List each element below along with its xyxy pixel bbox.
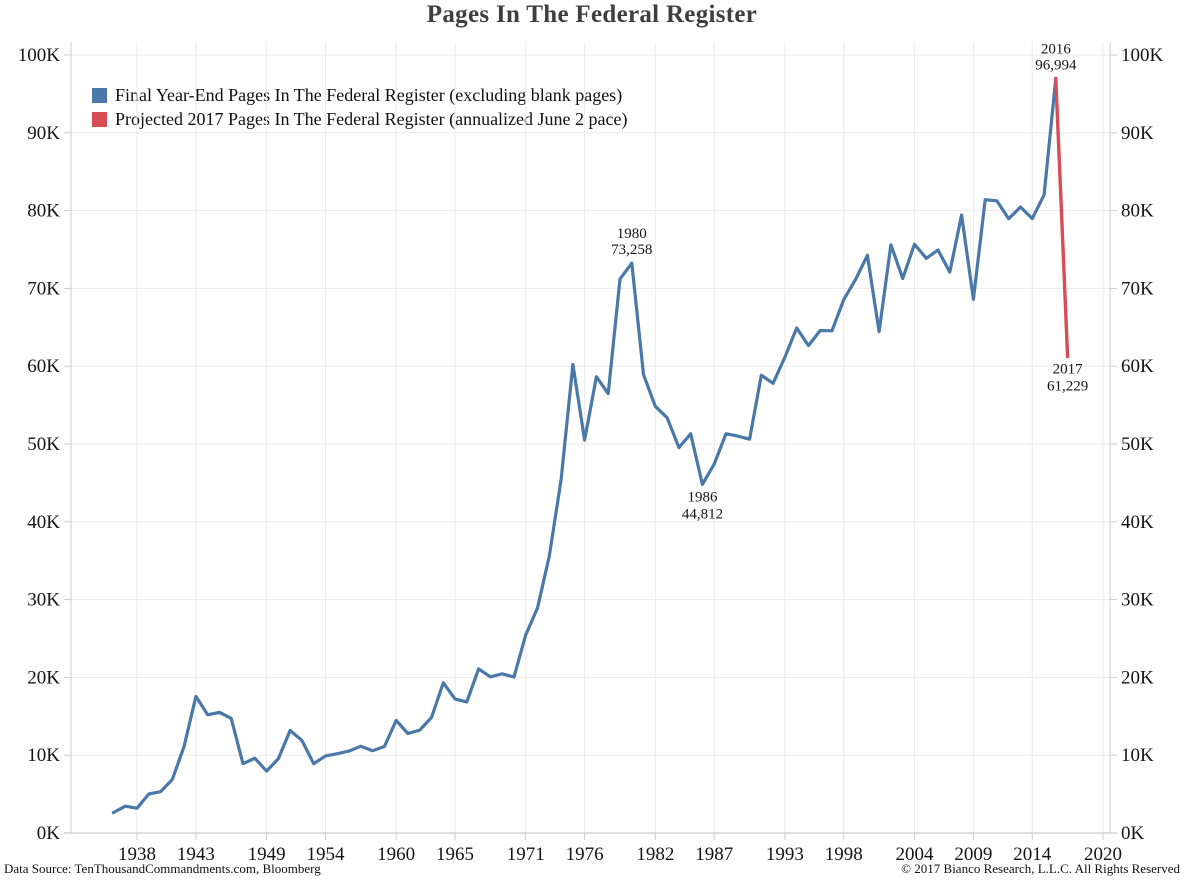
- annotation-year-1986: 1986: [687, 489, 718, 505]
- x-axis-label: 2020: [1084, 844, 1122, 865]
- legend-swatch-projected-icon: [92, 111, 107, 127]
- y-axis-label-right: 60K: [1121, 356, 1154, 377]
- y-axis-label-left: 0K: [37, 823, 61, 844]
- copyright-note: © 2017 Bianco Research, L.L.C. All Right…: [901, 861, 1180, 876]
- y-axis-label-left: 80K: [27, 201, 60, 222]
- y-axis-label-right: 70K: [1121, 278, 1154, 299]
- y-axis-label-left: 70K: [27, 278, 60, 299]
- y-axis-label-right: 40K: [1121, 512, 1154, 533]
- x-axis-label: 2009: [954, 844, 992, 865]
- y-axis-label-right: 90K: [1121, 123, 1154, 144]
- y-axis-label-left: 20K: [27, 667, 60, 688]
- series-line-projected: [1054, 76, 1070, 359]
- y-axis-label-left: 60K: [27, 356, 60, 377]
- legend-label-projected: Projected 2017 Pages In The Federal Regi…: [115, 109, 628, 129]
- x-axis-label: 1982: [636, 844, 674, 865]
- y-axis-label-right: 10K: [1121, 745, 1154, 766]
- annotation-value-1980: 73,258: [611, 242, 652, 258]
- x-axis-label: 1949: [248, 844, 286, 865]
- data-source-note: Data Source: TenThousandCommandments.com…: [4, 861, 321, 876]
- legend-item-final: Final Year-End Pages In The Federal Regi…: [92, 85, 628, 105]
- series-line-final: [111, 76, 1058, 815]
- x-axis-label: 1960: [377, 844, 415, 865]
- legend-swatch-final-icon: [92, 87, 107, 103]
- annotation-value-2017: 61,229: [1047, 379, 1088, 395]
- y-axis-label-left: 30K: [27, 590, 60, 611]
- y-axis-label-right: 100K: [1121, 45, 1164, 66]
- annotation-value-1986: 44,812: [682, 506, 723, 522]
- x-axis-label: 1938: [118, 844, 156, 865]
- legend: Final Year-End Pages In The Federal Regi…: [92, 85, 628, 129]
- x-axis-label: 1965: [436, 844, 474, 865]
- legend-item-projected: Projected 2017 Pages In The Federal Regi…: [92, 109, 628, 129]
- x-axis-label: 1943: [177, 844, 215, 865]
- x-axis-label: 2004: [895, 844, 934, 865]
- y-axis-label-right: 50K: [1121, 434, 1154, 455]
- annotation-year-1980: 1980: [617, 226, 647, 242]
- y-axis-label-left: 10K: [27, 745, 60, 766]
- y-axis-label-right: 80K: [1121, 201, 1154, 222]
- y-axis-label-left: 50K: [27, 434, 60, 455]
- y-axis-label-right: 0K: [1121, 823, 1145, 844]
- annotation-value-2016: 96,994: [1035, 57, 1077, 73]
- y-axis-label-left: 90K: [27, 123, 60, 144]
- x-axis-label: 1987: [695, 844, 733, 865]
- legend-label-final: Final Year-End Pages In The Federal Regi…: [115, 85, 623, 105]
- annotation-year-2016: 2016: [1041, 41, 1072, 57]
- x-axis-label: 1954: [306, 844, 345, 865]
- y-axis-label-left: 100K: [18, 45, 61, 66]
- y-axis-label-right: 30K: [1121, 590, 1154, 611]
- y-axis-label-left: 40K: [27, 512, 60, 533]
- x-axis-label: 1993: [766, 844, 804, 865]
- chart-title: Pages In The Federal Register: [426, 1, 758, 28]
- annotation-year-2017: 2017: [1053, 362, 1084, 378]
- x-axis-label: 2014: [1013, 844, 1052, 865]
- x-axis-label: 1971: [507, 844, 545, 865]
- y-axis-label-right: 20K: [1121, 667, 1154, 688]
- x-axis-label: 1976: [566, 844, 604, 865]
- x-axis-label: 1998: [825, 844, 863, 865]
